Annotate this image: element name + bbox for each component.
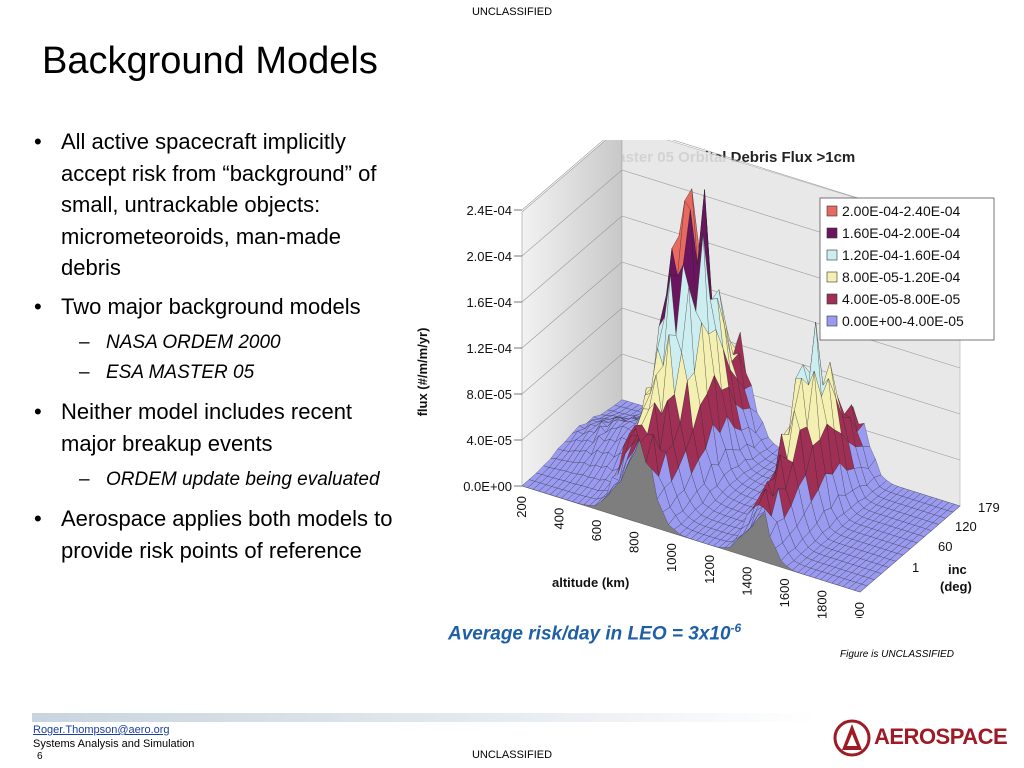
legend-label: 2.00E-04-2.40E-04 [842,203,961,219]
bullet-text: Neither model includes recent major brea… [61,399,353,456]
x-tick-label: 400 [552,508,567,530]
legend-swatch [826,227,838,239]
footer-department: Systems Analysis and Simulation [33,738,195,750]
x-tick-label: 1600 [777,578,792,607]
x-tick-label: 2000 [852,602,867,618]
z-tick-label: 2.4E-04 [466,203,512,218]
bullet-list: • All active spacecraft implicitly accept… [34,126,394,573]
x-axis-label: altitude (km) [552,575,629,590]
y-axis-label: inc [948,562,967,577]
risk-note: Average risk/day in LEO = 3x10-6 [448,621,741,645]
z-tick-label: 8.0E-05 [466,387,512,402]
risk-note-exponent: -6 [730,621,742,635]
sub-bullet-dash: – [79,332,90,353]
aerospace-logo-icon [833,719,871,757]
y-tick-label: 120 [955,519,977,534]
z-axis-label: flux (#/m/m/yr) [415,328,430,417]
legend-label: 8.00E-05-1.20E-04 [842,269,961,285]
y-tick-label: 179 [978,500,1000,515]
bullet-dot: • [34,506,42,531]
footer-divider [32,713,817,722]
sub-bullet-text: ORDEM update being evaluated [106,469,380,490]
x-tick-label: 1800 [814,590,829,618]
risk-note-text: Average risk/day in LEO = 3x10 [448,623,731,645]
classification-banner-bottom: UNCLASSIFIED [471,749,553,761]
z-tick-label: 1.2E-04 [466,341,512,356]
gridline [521,140,604,211]
sub-bullet-text: ESA MASTER 05 [106,362,255,383]
bullet-text: Aerospace applies both models to provide… [61,506,393,563]
x-tick-label: 1200 [702,555,717,584]
y-tick-label: 60 [938,539,952,554]
legend-swatch [826,293,838,305]
legend-swatch [826,315,838,327]
bullet-item: • Two major background models [34,291,394,323]
sub-bullet-dash: – [79,362,90,383]
bullet-text: All active spacecraft implicitly accept … [61,129,377,280]
slide-title: Background Models [42,40,378,82]
sub-bullet-item: – ESA MASTER 05 [34,359,394,386]
chart-svg: Master 05 Orbital Debris Flux >1cm 2.4E-… [415,140,1000,618]
x-tick-label: 800 [627,531,642,553]
bullet-text: Two major background models [61,293,361,319]
gridline [521,169,623,257]
y-tick-label: 1 [912,560,919,575]
y-axis-label: (deg) [940,579,972,594]
gridline [521,215,623,303]
bullet-dot: • [34,399,42,424]
legend-swatch [826,271,838,283]
legend-swatch [826,249,838,261]
x-tick-label: 200 [514,496,529,518]
legend-label: 0.00E+00-4.00E-05 [842,313,964,329]
legend-swatch [826,205,838,217]
figure-classification-note: Figure is UNCLASSIFIED [840,649,954,660]
x-tick-label: 600 [589,520,604,542]
classification-banner-top: UNCLASSIFIED [471,6,553,18]
bullet-item: • Aerospace applies both models to provid… [34,503,394,566]
z-tick-label: 4.0E-05 [466,433,512,448]
z-tick-label: 0.0E+00 [463,479,512,494]
gridline [521,307,623,395]
gridline [521,353,623,441]
author-email-link[interactable]: Roger.Thompson@aero.org [33,724,170,736]
bullet-item: • All active spacecraft implicitly accept… [34,126,394,284]
chart-legend [819,197,995,341]
debris-flux-chart: Master 05 Orbital Debris Flux >1cm 2.4E-… [400,140,1008,618]
sub-bullet-text: NASA ORDEM 2000 [106,332,281,353]
sub-bullet-dash: – [79,469,90,490]
legend-label: 4.00E-05-8.00E-05 [842,291,961,307]
legend-label: 1.20E-04-1.60E-04 [842,247,961,263]
x-tick-label: 1400 [739,567,754,596]
sub-bullet-item: – NASA ORDEM 2000 [34,329,394,356]
x-tick-label: 1000 [664,543,679,572]
bullet-item: • Neither model includes recent major bre… [34,396,394,459]
gridline [521,261,623,349]
z-tick-label: 2.0E-04 [466,249,512,264]
legend-label: 1.60E-04-2.00E-04 [842,225,961,241]
surface-patch [854,583,868,593]
aerospace-logo-text: AEROSPACE [874,724,1008,749]
bullet-dot: • [34,293,42,319]
sub-bullet-item: – ORDEM update being evaluated [34,466,394,493]
z-tick-label: 1.6E-04 [466,295,512,310]
page-number: 6 [37,751,43,762]
bullet-dot: • [34,129,42,154]
